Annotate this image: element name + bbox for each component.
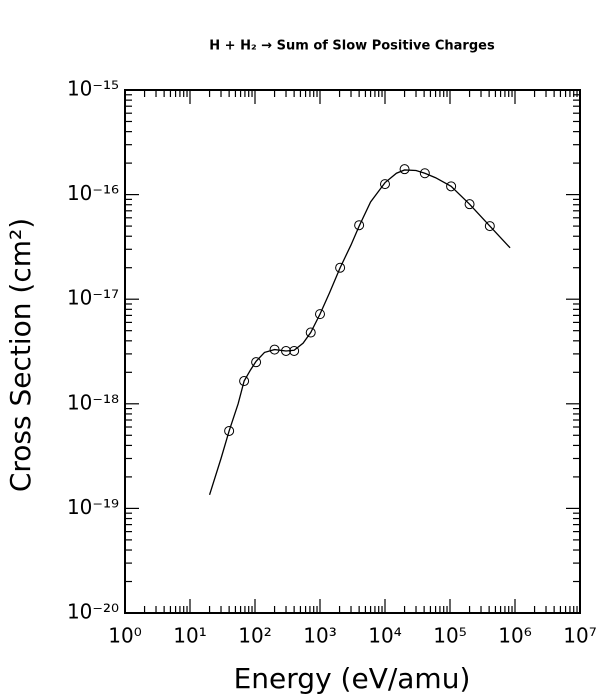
data-point [335, 262, 346, 273]
x-tick-label: 10⁵ [433, 624, 466, 648]
y-tick-label: 10⁻¹⁶ [67, 181, 119, 205]
y-tick-label: 10⁻¹⁵ [67, 77, 119, 101]
x-tick-label: 10³ [303, 624, 336, 648]
x-tick-label: 10⁰ [108, 624, 141, 648]
y-tick-label: 10⁻¹⁸ [67, 390, 119, 414]
x-tick-label: 10⁶ [498, 624, 531, 648]
data-point [354, 220, 365, 231]
x-tick-label: 10⁴ [368, 624, 401, 648]
y-axis-label: Cross Section (cm²) [4, 218, 37, 492]
x-tick-label: 10¹ [173, 624, 206, 648]
data-point [380, 179, 390, 190]
data-point [239, 376, 250, 387]
data-point [419, 168, 430, 179]
data-point [446, 181, 457, 192]
x-tick-label: 10⁷ [563, 624, 596, 648]
data-point [269, 344, 280, 355]
data-point [464, 199, 475, 210]
data-point [315, 309, 325, 320]
fit-line [208, 169, 511, 495]
data-point [281, 345, 292, 356]
chart-title: H + H₂ → Sum of Slow Positive Charges [209, 39, 495, 54]
data-point [399, 164, 410, 175]
x-axis-label: Energy (eV/amu) [234, 662, 471, 695]
x-tick-label: 10² [238, 624, 271, 648]
data-point [305, 327, 316, 338]
y-tick-label: 10⁻²⁰ [67, 600, 119, 624]
plot-frame [124, 89, 581, 614]
data-point [289, 345, 300, 356]
data-point [251, 357, 262, 368]
data-point [224, 425, 235, 436]
y-tick-label: 10⁻¹⁹ [67, 495, 119, 519]
y-tick-label: 10⁻¹⁷ [67, 286, 119, 310]
data-point [484, 221, 495, 232]
